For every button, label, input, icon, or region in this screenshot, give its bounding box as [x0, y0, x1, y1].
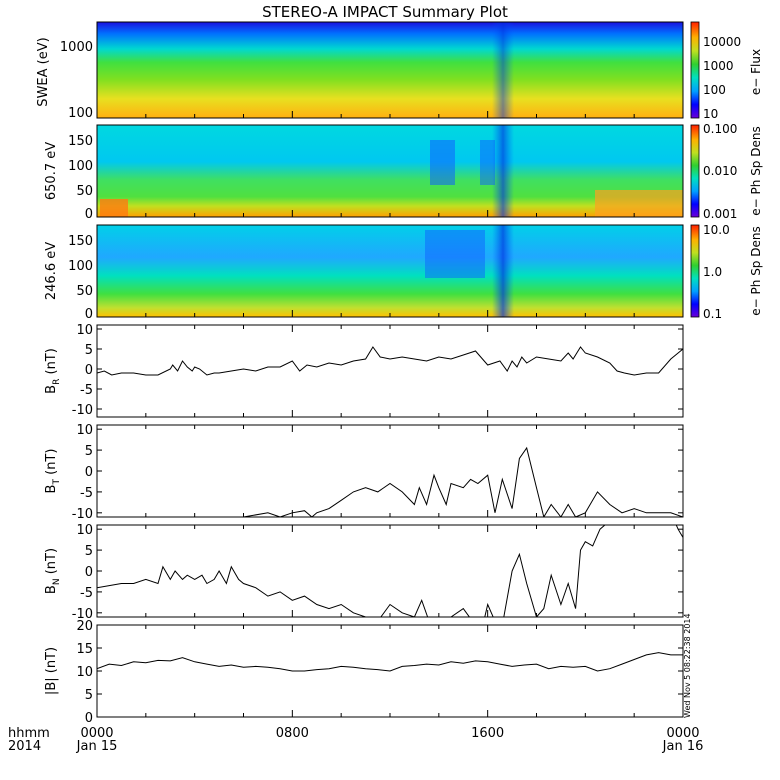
swea-ylabel: SWEA (eV) [36, 37, 51, 106]
swea-cb-tick-2: 100 [703, 83, 726, 97]
panel-bn: 10 5 0 -5 -10 BN (nT) [44, 523, 684, 622]
bn-ytick-label: -10 [72, 607, 93, 622]
bn-frame [96, 524, 684, 618]
x-tick-label: 1600 [471, 726, 504, 741]
e650-spectrogram [97, 125, 683, 217]
bt-series-line [241, 446, 683, 517]
swea-ytick-100: 100 [68, 106, 93, 121]
e246-cb-label: e− Ph Sp Dens [749, 226, 763, 315]
swea-dip [492, 22, 514, 118]
e246-colorbar [690, 224, 700, 318]
e650-patch-left [100, 199, 128, 217]
br-ylabel: BR (nT) [44, 348, 62, 394]
footer-year: 2014 [8, 739, 41, 754]
bn-ylabel: BN (nT) [44, 548, 62, 594]
swea-cb-tick-3: 10 [703, 107, 718, 121]
br-ytick-label: 10 [76, 323, 93, 338]
e246-band-1 [425, 230, 485, 278]
x-tick-label: 0000 [80, 726, 113, 741]
br-ytick-label: -10 [72, 403, 93, 418]
e650-ytick-50: 50 [76, 184, 93, 199]
bmag-ytick-label: 15 [76, 642, 93, 657]
e650-ytick-100: 100 [68, 159, 93, 174]
br-series-line [97, 346, 683, 376]
swea-cb-tick-1: 1000 [703, 59, 734, 73]
x-tick-label: 0800 [276, 726, 309, 741]
e650-cb-label: e− Ph Sp Dens [749, 126, 763, 215]
swea-spectrogram [97, 22, 683, 118]
bmag-ytick-label: 5 [85, 688, 93, 703]
swea-cb-label: e− Flux [749, 49, 763, 95]
e246-dip [492, 225, 514, 317]
panel-650: 150 100 50 0 650.7 eV 0.100 0.010 0.001 … [44, 122, 763, 222]
e650-cb-tick-1: 0.010 [703, 164, 737, 178]
bt-ytick-label: 5 [85, 444, 93, 459]
footer-date-left: Jan 15 [76, 739, 118, 754]
e246-ytick-0: 0 [85, 307, 93, 322]
bn-series-line [97, 525, 683, 617]
bn-ytick-label: -5 [80, 586, 93, 601]
plot-title: STEREO-A IMPACT Summary Plot [262, 3, 508, 21]
footer-hhmm: hhmm [8, 726, 50, 741]
bmag-series-line [97, 652, 683, 672]
e246-ytick-100: 100 [68, 259, 93, 274]
bt-ylabel: BT (nT) [44, 449, 62, 494]
bmag-ytick-label: 0 [85, 711, 93, 726]
bn-ytick-label: 5 [85, 544, 93, 559]
e246-cb-tick-1: 1.0 [703, 265, 722, 279]
bt-frame [96, 424, 684, 518]
bt-ytick-label: -10 [72, 507, 93, 522]
bn-ytick-label: 10 [76, 523, 93, 538]
br-ytick-label: 5 [85, 343, 93, 358]
e246-spectrogram [97, 225, 683, 317]
panel-bt: 10 5 0 -5 -10 BT (nT) [44, 423, 684, 522]
e650-patch-right [595, 190, 683, 217]
bt-ytick-label: 10 [76, 423, 93, 438]
bmag-ylabel: |B| (nT) [44, 647, 59, 695]
bmag-ytick-label: 20 [76, 619, 93, 634]
e650-ylabel: 650.7 eV [44, 142, 59, 200]
swea-cb-tick-0: 10000 [703, 35, 741, 49]
e650-band-2 [480, 140, 495, 185]
br-frame [96, 324, 684, 418]
e650-ytick-150: 150 [68, 134, 93, 149]
footer-date-right: Jan 16 [662, 739, 704, 754]
bt-ytick-label: 0 [85, 465, 93, 480]
panel-swea: 1000 100 SWEA (eV) 10000 1000 100 10 e− … [36, 21, 763, 121]
e650-band-1 [430, 140, 455, 185]
br-ytick-label: 0 [85, 363, 93, 378]
swea-colorbar [690, 21, 700, 119]
e650-cb-tick-0: 0.100 [703, 122, 737, 136]
e246-cb-tick-2: 0.1 [703, 307, 722, 321]
timestamp-stamp: Wed Nov 5 08:22:38 2014 [683, 613, 692, 718]
bmag-ytick-label: 10 [76, 665, 93, 680]
e246-ytick-150: 150 [68, 234, 93, 249]
panel-bmag: 20 15 10 5 0 |B| (nT) [44, 619, 684, 726]
swea-ytick-1000: 1000 [60, 40, 93, 55]
x-tick-labels: 0000 0800 1600 0000 [80, 726, 699, 741]
panel-246: 150 100 50 0 246.6 eV 10.0 1.0 0.1 e− Ph… [44, 223, 763, 322]
e650-cb-tick-2: 0.001 [703, 207, 737, 221]
e246-cb-tick-0: 10.0 [703, 223, 730, 237]
bn-ytick-label: 0 [85, 565, 93, 580]
e650-ytick-0: 0 [85, 207, 93, 222]
e246-ytick-50: 50 [76, 284, 93, 299]
e650-colorbar [690, 124, 700, 218]
bt-ytick-label: -5 [80, 486, 93, 501]
e650-dip [492, 125, 514, 217]
panel-br: 10 5 0 -5 -10 BR (nT) [44, 323, 684, 418]
br-ytick-label: -5 [80, 383, 93, 398]
e246-ylabel: 246.6 eV [44, 242, 59, 300]
x-tick-label: 0000 [666, 726, 699, 741]
